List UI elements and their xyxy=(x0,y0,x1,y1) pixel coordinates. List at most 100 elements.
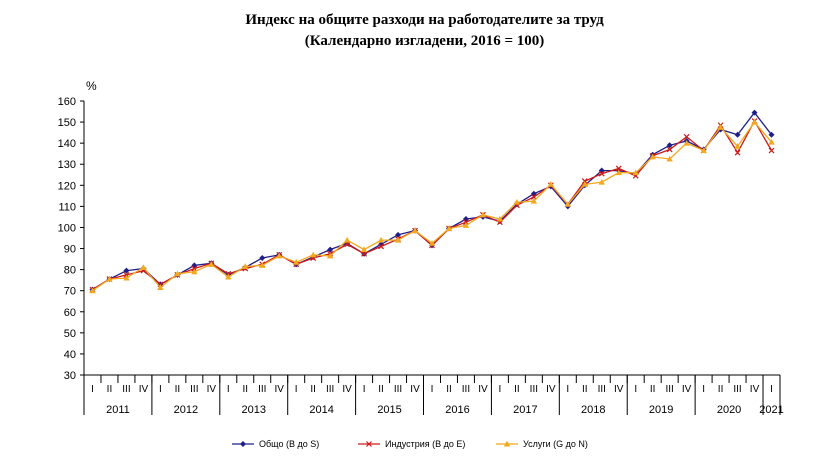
quarter-label: I xyxy=(431,384,434,395)
quarter-label: I xyxy=(634,384,637,395)
marker-stroke xyxy=(683,133,690,140)
quarter-label: II xyxy=(514,384,520,395)
marker-stroke xyxy=(734,149,741,156)
legend-item-1: Общо (B до S) xyxy=(232,439,319,449)
data-point xyxy=(327,246,334,253)
data-point xyxy=(666,146,673,153)
data-point xyxy=(174,270,181,277)
data-point xyxy=(768,131,775,138)
data-point xyxy=(581,181,588,187)
y-axis: 30 40 50 60 70 80 90 100 110 120 130 140 150 160 xyxy=(58,96,85,382)
quarter-label: III xyxy=(122,384,130,395)
quarter-label: II xyxy=(175,384,181,395)
data-point xyxy=(768,138,775,145)
quarter-label: IV xyxy=(682,384,692,395)
data-point xyxy=(225,273,232,280)
quarter-label: I xyxy=(159,384,162,395)
data-point xyxy=(140,264,147,271)
quarter-label: I xyxy=(227,384,230,395)
quarter-label: III xyxy=(258,384,266,395)
data-point xyxy=(598,178,605,185)
quarter-label: IV xyxy=(342,384,352,395)
year-label: 2016 xyxy=(445,404,469,416)
quarter-label: I xyxy=(499,384,502,395)
marker-stroke xyxy=(666,146,673,153)
quarter-label: II xyxy=(310,384,316,395)
marker-stroke xyxy=(598,170,605,177)
year-label: 2019 xyxy=(649,404,673,416)
quarter-label: III xyxy=(190,384,198,395)
year-label: 2011 xyxy=(106,404,130,416)
quarter-label: IV xyxy=(274,384,284,395)
quarter-label: III xyxy=(598,384,606,395)
quarter-label: IV xyxy=(546,384,556,395)
data-point xyxy=(513,198,521,205)
y-tick-label: 110 xyxy=(58,201,76,213)
quarter-label: III xyxy=(530,384,538,395)
marker-stroke xyxy=(615,165,622,172)
legend-item-3: Услуги (G до N) xyxy=(496,439,588,449)
data-point xyxy=(615,165,622,172)
y-tick-label: 160 xyxy=(58,96,76,108)
legend-label: Индустрия (B до E) xyxy=(385,439,465,449)
quarter-label: II xyxy=(242,384,248,395)
legend-item-2: Индустрия (B до E) xyxy=(358,439,465,449)
y-tick-label: 50 xyxy=(64,328,76,340)
y-axis-label: % xyxy=(86,79,97,93)
year-label: 2018 xyxy=(581,404,605,416)
legend-swatch-marker xyxy=(503,440,511,447)
quarter-label: III xyxy=(326,384,334,395)
quarter-label: I xyxy=(566,384,569,395)
data-point xyxy=(395,231,402,238)
data-point xyxy=(89,287,96,294)
data-point xyxy=(734,149,741,156)
quarter-label: II xyxy=(582,384,588,395)
data-point xyxy=(717,124,724,130)
chart-subtitle: (Календарно изгладени, 2016 = 100) xyxy=(304,33,545,49)
quarter-label: IV xyxy=(410,384,420,395)
marker-stroke xyxy=(530,193,537,200)
data-point xyxy=(530,193,537,200)
y-tick-label: 30 xyxy=(64,370,76,382)
legend-swatch-marker xyxy=(366,441,372,447)
y-tick-label: 40 xyxy=(64,349,76,361)
data-point xyxy=(157,284,164,291)
data-point xyxy=(378,243,384,250)
data-point xyxy=(768,147,775,154)
quarter-label: I xyxy=(702,384,705,395)
year-label: 2012 xyxy=(174,404,198,416)
legend-label: Общо (B до S) xyxy=(259,439,319,449)
chart-title: Индекс на общите разходи на работодатели… xyxy=(245,12,604,28)
y-tick-label: 100 xyxy=(58,222,76,234)
data-point xyxy=(191,268,198,275)
data-point xyxy=(734,143,741,149)
quarter-label: II xyxy=(718,384,724,395)
quarter-label: I xyxy=(363,384,366,395)
data-point xyxy=(242,263,249,269)
quarter-label: III xyxy=(462,384,470,395)
legend-swatch-marker xyxy=(240,441,246,447)
data-point xyxy=(344,241,351,248)
data-point xyxy=(428,240,436,246)
quarter-label: III xyxy=(733,384,741,395)
y-tick-label: 80 xyxy=(64,265,76,277)
quarter-label: III xyxy=(394,384,402,395)
series-1 xyxy=(89,109,775,293)
data-point xyxy=(615,169,622,176)
year-label: 2017 xyxy=(513,404,537,416)
legend: Общо (B до S) Индустрия (B до E) Услуги (G… xyxy=(232,439,588,449)
y-tick-label: 70 xyxy=(64,286,76,298)
data-point xyxy=(700,147,707,154)
data-point xyxy=(292,259,300,265)
data-point xyxy=(361,250,368,257)
series-group xyxy=(89,109,775,294)
data-point xyxy=(123,267,130,274)
legend-label: Услуги (G до N) xyxy=(523,439,588,449)
data-point xyxy=(734,131,741,138)
data-point xyxy=(208,261,215,267)
data-point xyxy=(343,236,351,243)
quarter-label: IV xyxy=(207,384,217,395)
marker-stroke xyxy=(768,147,775,154)
y-tick-label: 60 xyxy=(64,307,76,319)
